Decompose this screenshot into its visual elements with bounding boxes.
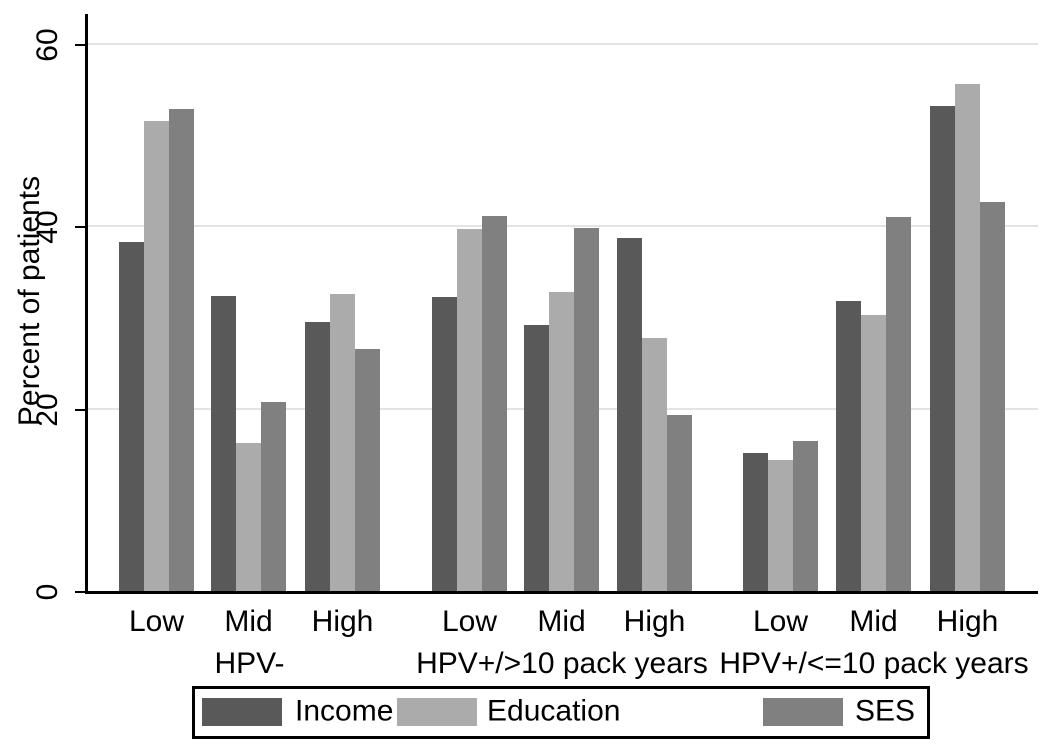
y-tick-60: [75, 43, 85, 46]
x-label-hpv-10-pack-years-mid: Mid: [537, 605, 586, 638]
x-label-hpv-10-pack-years-low: Low: [752, 605, 809, 638]
bar-income-hpv-10-pack-years-low: [432, 297, 457, 591]
bar-education-hpv-10-pack-years-mid: [549, 291, 574, 591]
legend-swatch-ses: [763, 698, 843, 726]
y-tick-label-0: 0: [31, 583, 64, 601]
bar-education-hpv-10-pack-years-mid: [861, 314, 886, 591]
bar-ses-hpv-10-pack-years-low: [793, 440, 818, 591]
legend: Income Education SES: [192, 686, 930, 739]
y-tick-40: [75, 226, 85, 229]
bar-ses-hpv-10-pack-years-mid: [574, 228, 599, 591]
legend-label-income: Income: [295, 694, 394, 728]
bar-ses-hpv-10-pack-years-low: [482, 216, 507, 591]
bar-income-hpv-low: [119, 241, 144, 591]
x-label-hpv-high: High: [311, 605, 374, 638]
group-label-hpv-10-pack-years: HPV+/>10 pack years: [416, 647, 708, 680]
y-tick-label-60: 60: [31, 28, 64, 62]
bar-ses-hpv-mid: [261, 402, 286, 591]
bar-education-hpv-mid: [236, 443, 261, 591]
bar-income-hpv-10-pack-years-low: [743, 453, 768, 591]
bar-ses-hpv-low: [169, 108, 194, 591]
bar-ses-hpv-10-pack-years-high: [980, 201, 1005, 591]
x-label-hpv-10-pack-years-high: High: [623, 605, 686, 638]
bar-ses-hpv-10-pack-years-mid: [886, 217, 911, 591]
x-axis-line: [85, 591, 1038, 594]
bar-ses-hpv-high: [355, 349, 380, 591]
y-axis-line: [85, 14, 88, 594]
group-label-hpv-10-pack-years: HPV+/<=10 pack years: [719, 647, 1029, 680]
y-tick-0: [75, 591, 85, 593]
group-label-hpv: HPV-: [214, 647, 285, 680]
gridline-40: [87, 225, 1038, 228]
gridline-60: [87, 42, 1038, 45]
x-label-hpv-10-pack-years-high: High: [936, 605, 999, 638]
legend-swatch-education: [397, 698, 477, 726]
bar-education-hpv-high: [330, 293, 355, 591]
bar-income-hpv-10-pack-years-high: [617, 238, 642, 591]
bar-income-hpv-10-pack-years-high: [930, 105, 955, 591]
bar-education-hpv-10-pack-years-high: [955, 84, 980, 591]
bar-education-hpv-10-pack-years-low: [768, 459, 793, 591]
bar-education-hpv-10-pack-years-high: [642, 337, 667, 591]
bar-income-hpv-10-pack-years-mid: [836, 301, 861, 591]
bar-income-hpv-mid: [211, 295, 236, 591]
y-axis-title: Percent of patients: [13, 175, 46, 427]
bar-income-hpv-10-pack-years-mid: [524, 324, 549, 591]
bar-education-hpv-10-pack-years-low: [457, 229, 482, 591]
bar-ses-hpv-10-pack-years-high: [667, 415, 692, 591]
x-label-hpv-low: Low: [128, 605, 185, 638]
y-tick-20: [75, 408, 85, 411]
legend-label-ses: SES: [855, 694, 916, 728]
x-label-hpv-10-pack-years-mid: Mid: [849, 605, 898, 638]
legend-swatch-income: [202, 698, 282, 726]
bar-income-hpv-high: [305, 322, 330, 591]
x-label-hpv-10-pack-years-low: Low: [441, 605, 498, 638]
bar-education-hpv-low: [144, 121, 169, 591]
legend-label-education: Education: [487, 694, 621, 728]
x-label-hpv-mid: Mid: [224, 605, 273, 638]
